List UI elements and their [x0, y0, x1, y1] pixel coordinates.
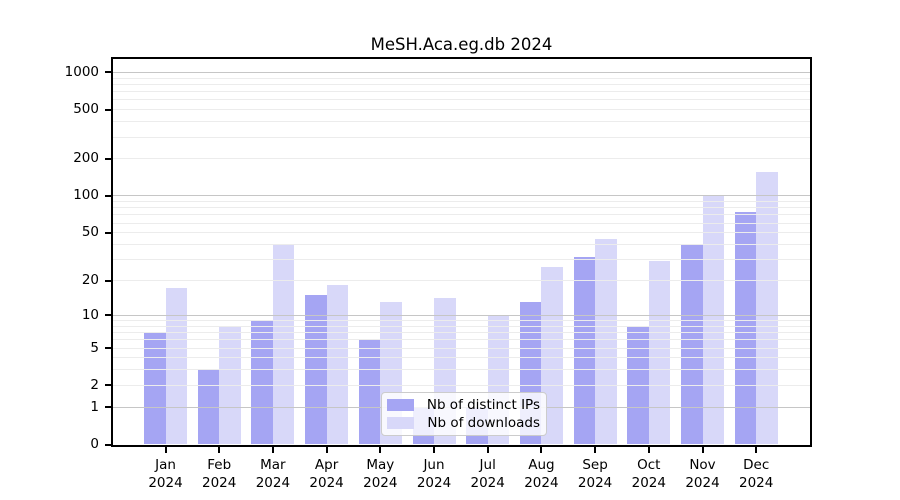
x-tick: [218, 447, 221, 453]
y-tick: [105, 108, 111, 111]
x-tick-label: Sep 2024: [577, 457, 613, 491]
legend-label-distinct-ips: Nb of distinct IPs: [426, 396, 540, 413]
bar-downloads: [326, 285, 349, 444]
bar-downloads: [272, 244, 295, 444]
x-tick-label: Feb 2024: [202, 457, 237, 491]
y-tick-label: 500: [73, 101, 99, 118]
y-tick: [105, 157, 111, 160]
bar-downloads: [702, 195, 724, 444]
bar-distinct-ips: [358, 339, 381, 444]
y-tick: [105, 71, 111, 74]
y-tick-label: 100: [73, 187, 99, 204]
plot-area: 0 1 2 5 10 20 50 100 200 500 1000 Jan 2024 Feb 2024 M…: [65, 59, 810, 491]
bar-downloads: [756, 172, 778, 444]
bar-distinct-ips: [573, 257, 596, 444]
y-tick-label: 0: [90, 436, 99, 452]
bar-distinct-ips: [305, 294, 327, 444]
bar-distinct-ips: [627, 325, 649, 444]
y-tick-label: 50: [81, 224, 99, 241]
y-tick-label: 20: [81, 272, 99, 289]
x-tick: [325, 447, 328, 453]
x-tick: [540, 447, 543, 453]
y-tick: [105, 443, 111, 446]
x-tick-label: Nov 2024: [685, 457, 720, 491]
bar-downloads: [648, 260, 671, 444]
y-tick: [105, 384, 111, 387]
legend: Nb of distinct IPs Nb of downloads: [381, 392, 547, 436]
bar-distinct-ips: [734, 212, 757, 444]
y-tick-label: 2: [90, 376, 99, 393]
y-tick: [105, 194, 111, 197]
legend-item-distinct-ips: Nb of distinct IPs: [387, 397, 540, 413]
y-tick-label: 1000: [64, 63, 99, 80]
y-tick-label: 5: [90, 339, 99, 356]
bar-downloads: [595, 239, 617, 444]
legend-swatch-distinct-ips: [387, 398, 414, 411]
x-tick-label: Jun 2024: [416, 457, 452, 491]
x-tick: [486, 447, 489, 453]
y-tick: [105, 347, 111, 349]
x-tick: [433, 447, 435, 453]
x-tick-label: Jan 2024: [148, 457, 183, 491]
x-tick-label: Dec 2024: [739, 457, 774, 491]
y-tick: [105, 231, 111, 234]
x-tick: [379, 447, 382, 453]
legend-label-downloads: Nb of downloads: [427, 415, 540, 432]
x-tick-label: Apr 2024: [309, 457, 344, 491]
y-tick-label: 1: [90, 398, 99, 415]
x-tick-label: Oct 2024: [631, 457, 666, 491]
y-tick-label: 200: [73, 150, 99, 167]
bar-distinct-ips: [144, 332, 166, 444]
y-tick: [105, 279, 111, 282]
bar-downloads: [219, 325, 241, 444]
x-tick: [647, 447, 650, 453]
x-tick-label: Jul 2024: [470, 457, 505, 491]
legend-swatch-downloads: [387, 417, 414, 430]
bar-downloads: [165, 288, 187, 444]
y-tick-label: 10: [81, 306, 99, 323]
x-tick-label: May 2024: [363, 457, 398, 491]
legend-item-downloads: Nb of downloads: [387, 415, 540, 431]
x-tick: [594, 447, 597, 453]
x-tick-label: Aug 2024: [524, 457, 559, 491]
y-tick: [105, 406, 111, 409]
bar-distinct-ips: [251, 320, 273, 444]
x-tick: [755, 447, 758, 453]
bar-distinct-ips: [681, 244, 703, 444]
x-tick-label: Mar 2024: [255, 457, 291, 491]
x-tick: [701, 447, 704, 453]
bars-layer: [113, 59, 810, 445]
y-tick: [105, 314, 111, 317]
bar-distinct-ips: [197, 369, 220, 444]
chart-title: MeSH.Aca.eg.db 2024: [370, 35, 553, 54]
x-tick: [271, 447, 274, 453]
x-tick: [164, 447, 167, 453]
